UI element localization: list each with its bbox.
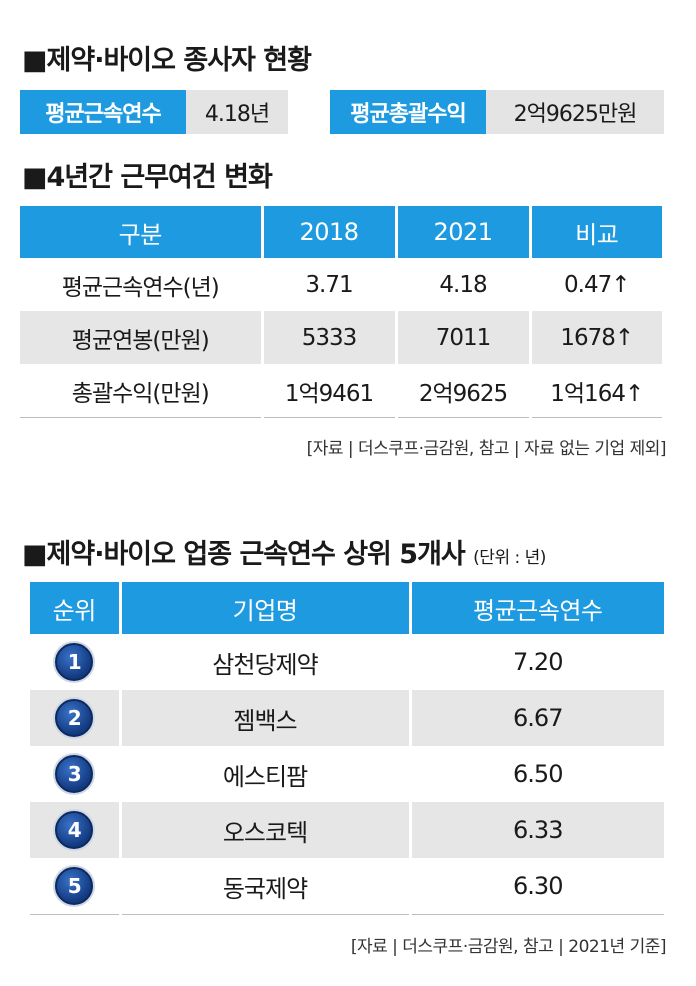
row-label: 평균연봉(만원) — [20, 311, 264, 364]
tenure-cell: 6.50 — [410, 746, 664, 802]
stat-value: 2억9625만원 — [486, 90, 664, 134]
table-row: 5 동국제약 6.30 — [30, 858, 664, 915]
header-rank: 순위 — [30, 582, 122, 634]
source-note: [자료 | 더스쿠프·금감원, 참고 | 2021년 기준] — [350, 937, 667, 957]
company-cell: 젬백스 — [120, 690, 412, 746]
rank-cell: 3 — [30, 746, 122, 802]
rank-cell: 5 — [30, 858, 122, 915]
stat-label: 평균근속연수 — [20, 90, 186, 134]
rank-cell: 4 — [30, 802, 122, 858]
header-category: 구분 — [20, 206, 264, 258]
table-row: 1 삼천당제약 7.20 — [30, 634, 664, 690]
rank-badge: 3 — [55, 755, 94, 793]
section-title-top5: ■제약·바이오 업종 근속연수 상위 5개사 (단위 : 년) — [22, 532, 546, 571]
unit-note: (단위 : 년) — [473, 548, 546, 568]
tenure-cell: 6.33 — [410, 802, 664, 858]
cell-2021: 4.18 — [396, 258, 532, 311]
company-cell: 삼천당제약 — [120, 634, 412, 690]
stat-avg-income: 평균총괄수익 2억9625만원 — [330, 90, 664, 134]
table-row: 평균연봉(만원) 5333 7011 1678↑ — [20, 311, 662, 364]
rank-badge: 1 — [55, 643, 94, 681]
cell-2018: 3.71 — [262, 258, 398, 311]
cell-compare: 0.47↑ — [530, 258, 662, 311]
section-title-conditions: ■4년간 근무여건 변화 — [22, 162, 273, 193]
stat-avg-tenure: 평균근속연수 4.18년 — [20, 90, 288, 134]
header-2018: 2018 — [262, 206, 398, 258]
stat-label: 평균총괄수익 — [330, 90, 486, 134]
table-row: 2 젬백스 6.67 — [30, 690, 664, 746]
table-row: 3 에스티팜 6.50 — [30, 746, 664, 802]
header-compare: 비교 — [530, 206, 662, 258]
rank-cell: 1 — [30, 634, 122, 690]
table-row: 평균근속연수(년) 3.71 4.18 0.47↑ — [20, 258, 662, 311]
work-conditions-table: 구분 2018 2021 비교 평균근속연수(년) 3.71 4.18 0.47… — [20, 206, 662, 418]
company-cell: 에스티팜 — [120, 746, 412, 802]
header-tenure: 평균근속연수 — [410, 582, 664, 634]
row-label: 총괄수익(만원) — [20, 364, 264, 418]
table-row: 총괄수익(만원) 1억9461 2억9625 1억164↑ — [20, 364, 662, 418]
rank-cell: 2 — [30, 690, 122, 746]
cell-2018: 1억9461 — [262, 364, 398, 418]
tenure-cell: 6.30 — [410, 858, 664, 915]
table-row: 4 오스코텍 6.33 — [30, 802, 664, 858]
cell-compare: 1678↑ — [530, 311, 662, 364]
tenure-cell: 7.20 — [410, 634, 664, 690]
stat-value: 4.18년 — [186, 90, 288, 134]
table-header-row: 순위 기업명 평균근속연수 — [30, 582, 664, 634]
tenure-cell: 6.67 — [410, 690, 664, 746]
row-label: 평균근속연수(년) — [20, 258, 264, 311]
header-company: 기업명 — [120, 582, 412, 634]
cell-compare: 1억164↑ — [530, 364, 662, 418]
cell-2018: 5333 — [262, 311, 398, 364]
cell-2021: 7011 — [396, 311, 532, 364]
header-2021: 2021 — [396, 206, 532, 258]
section-title-text: ■제약·바이오 업종 근속연수 상위 5개사 — [22, 539, 466, 570]
top5-tenure-table: 순위 기업명 평균근속연수 1 삼천당제약 7.20 2 젬백스 6.67 3 … — [30, 582, 664, 915]
rank-badge: 5 — [55, 867, 94, 905]
company-cell: 오스코텍 — [120, 802, 412, 858]
section-title-workforce: ■제약·바이오 종사자 현황 — [22, 45, 312, 76]
rank-badge: 4 — [55, 811, 94, 849]
source-note: [자료 | 더스쿠프·금감원, 참고 | 자료 없는 기업 제외] — [306, 439, 667, 459]
cell-2021: 2억9625 — [396, 364, 532, 418]
company-cell: 동국제약 — [120, 858, 412, 915]
rank-badge: 2 — [55, 699, 94, 737]
table-header-row: 구분 2018 2021 비교 — [20, 206, 662, 258]
